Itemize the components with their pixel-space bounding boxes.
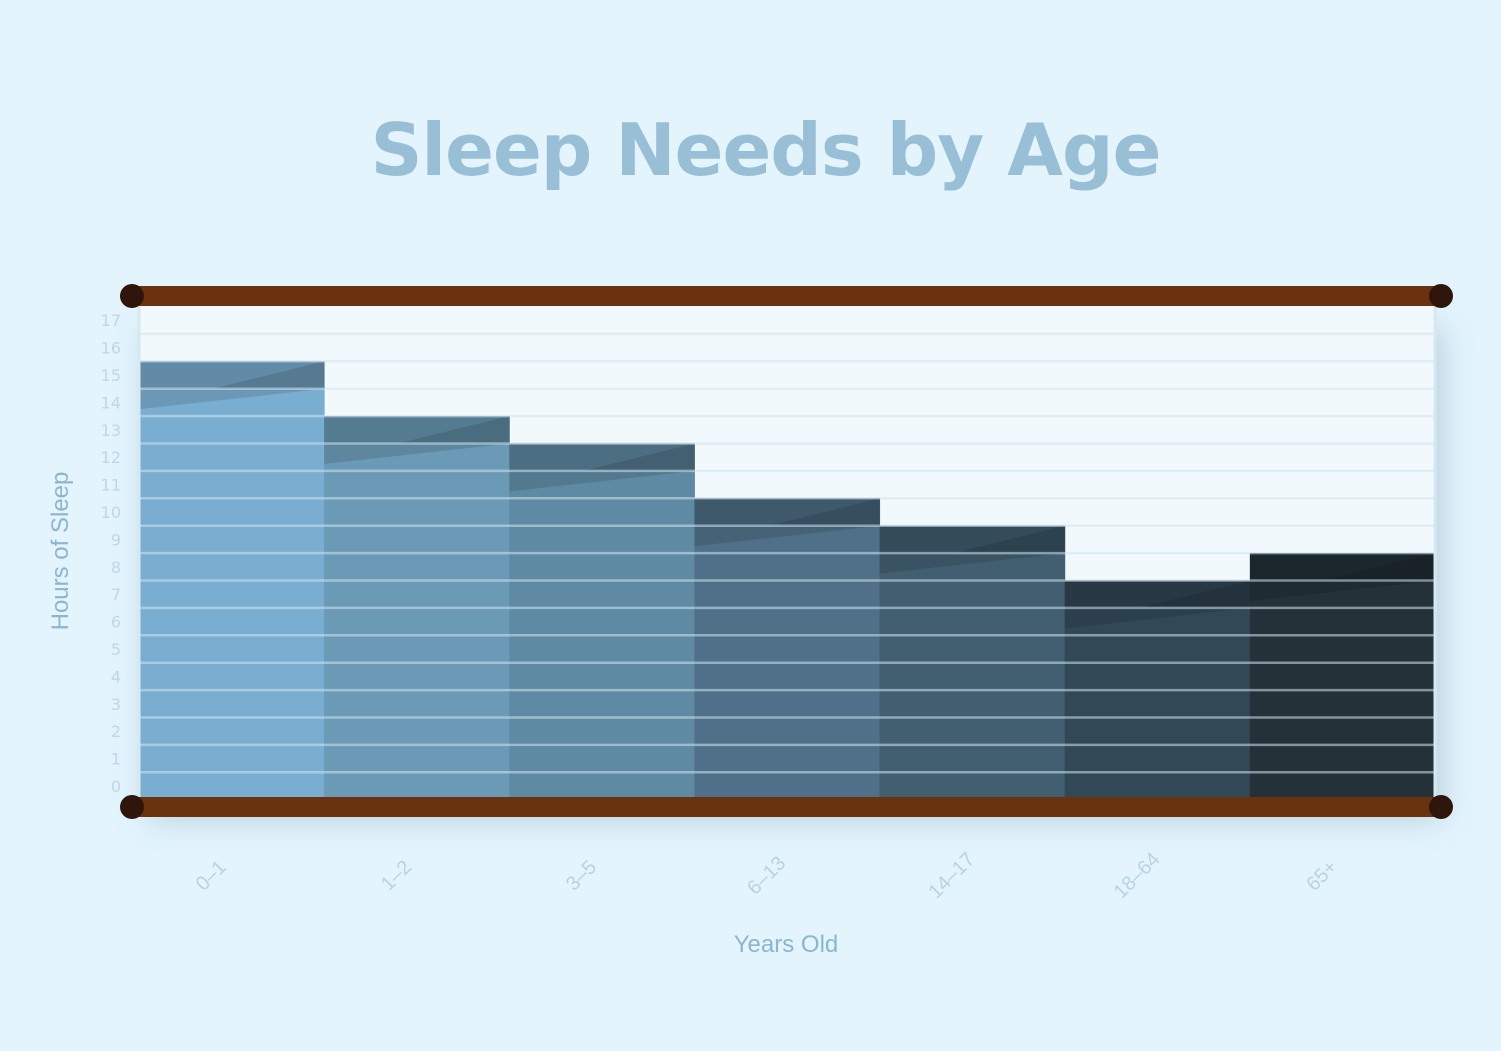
y-tick-13: 13 [101, 421, 121, 440]
rails-group [120, 284, 1453, 819]
bar-range-1 [324, 416, 510, 444]
x-tick-6: 65+ [1302, 856, 1342, 896]
rail-top [132, 286, 1441, 306]
y-tick-12: 12 [101, 448, 121, 467]
y-tick-8: 8 [111, 558, 121, 577]
y-tick-9: 9 [111, 530, 121, 549]
y-tick-14: 14 [101, 393, 121, 412]
rail-top-left-cap [120, 284, 144, 308]
bar-fold-0 [139, 361, 325, 410]
y-tick-1: 1 [111, 750, 121, 769]
x-tick-4: 14–17 [924, 848, 979, 903]
y-tick-5: 5 [111, 640, 121, 659]
y-tick-17: 17 [101, 311, 121, 330]
x-axis-ticks: 0–1 1–2 3–5 6–13 14–17 18–64 65+ [192, 848, 1342, 903]
y-axis-label: Hours of Sleep [47, 472, 74, 631]
y-tick-7: 7 [111, 585, 121, 604]
bar-fold-1 [324, 416, 510, 465]
bar-6 [1249, 553, 1436, 798]
bar-fold-2 [509, 443, 695, 492]
x-tick-2: 3–5 [562, 856, 601, 895]
rail-bottom-right-cap [1429, 795, 1453, 819]
y-tick-6: 6 [111, 613, 121, 632]
chart-title: Sleep Needs by Age [370, 108, 1162, 192]
x-tick-5: 18–64 [1110, 848, 1165, 903]
y-tick-10: 10 [101, 503, 121, 522]
bar-fold-6 [1249, 553, 1435, 602]
y-tick-15: 15 [101, 366, 121, 385]
y-tick-4: 4 [111, 667, 121, 686]
bar-3 [694, 498, 881, 798]
y-tick-0: 0 [111, 777, 121, 796]
bar-range-2 [509, 443, 695, 471]
x-tick-0: 0–1 [192, 856, 231, 895]
bar-range-0 [139, 361, 325, 389]
bar-range-6 [1249, 553, 1436, 581]
y-tick-3: 3 [111, 695, 121, 714]
y-tick-11: 11 [101, 476, 121, 495]
bar-fold-5 [1064, 580, 1250, 629]
x-tick-1: 1–2 [377, 856, 416, 895]
bar-fold-3 [694, 498, 880, 547]
bar-range-5 [1064, 580, 1251, 608]
bar-range-4 [879, 525, 1066, 554]
y-tick-2: 2 [111, 722, 121, 741]
rail-top-right-cap [1429, 284, 1453, 308]
bar-range-3 [694, 498, 881, 526]
gridlines [137, 305, 1437, 801]
rail-bottom-left-cap [120, 795, 144, 819]
bar-2 [509, 443, 695, 798]
y-tick-16: 16 [101, 339, 121, 358]
x-axis-label: Years Old [734, 931, 839, 958]
rail-bottom [132, 797, 1441, 817]
x-tick-3: 6–13 [743, 852, 790, 899]
bar-fold-4 [879, 525, 1065, 574]
